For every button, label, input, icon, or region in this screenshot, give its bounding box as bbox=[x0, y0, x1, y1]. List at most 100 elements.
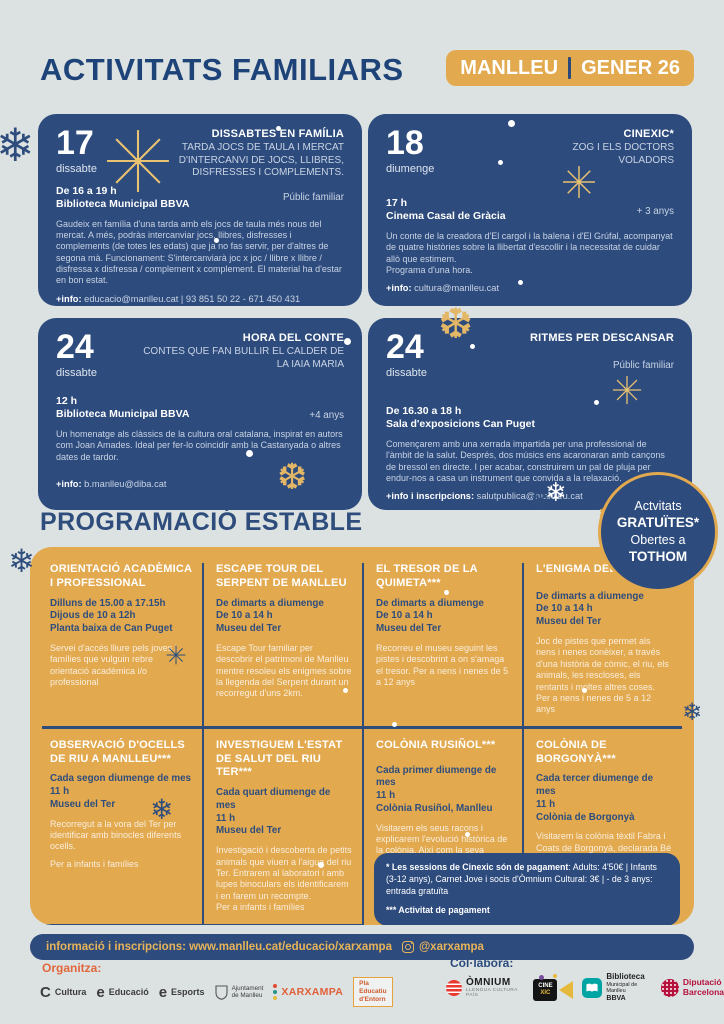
event-card-hora-del-conte: +4 anys 24 dissabte HORA DEL CONTE CONTE… bbox=[38, 318, 362, 510]
projector-beam-icon bbox=[559, 980, 574, 999]
event-contact: b.manlleu@diba.cat bbox=[84, 478, 167, 489]
program-item-title: OBSERVACIÓ D'OCELLS DE RIU A MANLLEU*** bbox=[50, 738, 185, 765]
note-cinexic: * Les sessions de Cinexic són de pagamen… bbox=[386, 862, 657, 896]
event-description: Gaudeix en família d'una tarda amb els j… bbox=[56, 218, 342, 286]
xarxampa-figures-icon bbox=[273, 984, 278, 1001]
program-item: ORIENTACIÓ ACADÈMICA I PROFESSIONAL Dill… bbox=[42, 563, 202, 729]
logo-educacio: e Educació bbox=[96, 983, 149, 1001]
event-weekday: diumenge bbox=[386, 162, 435, 175]
esports-icon: e bbox=[158, 983, 168, 1001]
educacio-icon: e bbox=[96, 983, 105, 1001]
instagram-handle: @xarxampa bbox=[418, 941, 484, 953]
event-subtitle: CONTES QUE FAN BULLIR EL CALDER DE LA IA… bbox=[143, 346, 344, 370]
event-audience: Públic familiar bbox=[283, 192, 344, 203]
edition-badge: MANLLEU GENER 26 bbox=[446, 50, 694, 86]
event-day: 24 bbox=[386, 328, 424, 366]
program-item-schedule: Cada tercer diumenge de mes 11 h Colònia d… bbox=[536, 773, 654, 823]
logo-xarxampa: XARXAMPA bbox=[273, 984, 343, 1001]
program-panel: ORIENTACIÓ ACADÈMICA I PROFESSIONAL Dill… bbox=[30, 547, 694, 925]
logo-biblioteca: Biblioteca Municipal de Manlleu BBVA bbox=[582, 972, 651, 1003]
program-item-description: Recorregut a la vora del Ter per identif… bbox=[50, 818, 182, 852]
event-time: De 16.30 a 18 h bbox=[386, 404, 462, 417]
event-date: 18 diumenge bbox=[386, 126, 435, 175]
event-description: Un conte de la creadora d'El cargol i la… bbox=[386, 230, 673, 264]
badge-edition: GENER 26 bbox=[581, 56, 680, 79]
logo-diputacio-barcelona: Diputació Barcelona bbox=[660, 977, 724, 998]
event-time: De 16 a 19 h bbox=[56, 184, 117, 197]
badge-line: Obertes a bbox=[630, 533, 686, 547]
program-item: INVESTIGUEM L'ESTAT DE SALUT DEL RIU TER… bbox=[202, 728, 362, 925]
info-bar: informació i inscripcions: www.manlleu.c… bbox=[30, 934, 694, 960]
event-info-label: +info: bbox=[386, 283, 412, 294]
program-item: L'ENIGMA DEL TER De dimarts a diumenge De… bbox=[522, 563, 682, 729]
event-title: CINEXIC* bbox=[623, 128, 674, 140]
note-payment: *** Activitat de pagament bbox=[386, 904, 490, 915]
event-date: 24 dissabte bbox=[56, 328, 97, 379]
event-place: Biblioteca Municipal BBVA bbox=[56, 408, 190, 421]
event-info-label: +info: bbox=[56, 478, 82, 489]
event-info: +info: educacio@manlleu.cat | 93 851 50 … bbox=[56, 294, 344, 304]
program-item: ESCAPE TOUR DEL SERPENT DE MANLLEU De di… bbox=[202, 563, 362, 729]
event-contact: cultura@manlleu.cat bbox=[414, 283, 500, 294]
program-item: OBSERVACIÓ D'OCELLS DE RIU A MANLLEU*** … bbox=[42, 729, 202, 925]
logo-esports: e Esports bbox=[158, 983, 205, 1001]
event-info: +info: cultura@manlleu.cat bbox=[386, 283, 674, 293]
event-weekday: dissabte bbox=[386, 366, 427, 379]
event-weekday: dissabte bbox=[56, 162, 97, 175]
program-item-title: EL TRESOR DE LA QUIMETA*** bbox=[376, 563, 478, 589]
program-item-title: ESCAPE TOUR DEL SERPENT DE MANLLEU bbox=[216, 563, 347, 589]
program-item-description: Escape Tour familiar per descobrir el pa… bbox=[216, 642, 352, 699]
program-item-schedule: De dimarts a diumenge De 10 a 14 h Museu d… bbox=[536, 590, 644, 628]
program-item-audience: Per a infants i famílies bbox=[216, 902, 305, 913]
event-day: 17 bbox=[56, 124, 94, 162]
event-contact: salutpublica@manlleu.cat bbox=[476, 491, 583, 502]
program-item-schedule: Cada segon diumenge de mes 11 h Museu del … bbox=[50, 773, 192, 810]
event-audience: Públic familiar bbox=[613, 360, 674, 371]
program-item-audience: Per a infants i famílies bbox=[50, 858, 139, 869]
open-book-icon bbox=[582, 977, 603, 998]
diputacio-icon bbox=[660, 978, 679, 997]
program-item-audience: Per a nens i nenes de 5 a 12 anys bbox=[536, 693, 652, 715]
event-time: 17 h bbox=[386, 196, 408, 209]
program-item-title: COLÒNIA RUSIÑOL*** bbox=[376, 738, 496, 751]
payment-notes: * Les sessions de Cinexic són de pagamen… bbox=[374, 853, 680, 925]
event-info: +info: b.manlleu@diba.cat bbox=[56, 479, 344, 489]
event-subtitle: TARDA JOCS DE TAULA I MERCAT D'INTERCANV… bbox=[178, 142, 344, 178]
cinexic-dot-icon bbox=[539, 974, 545, 980]
event-date: 17 dissabte bbox=[56, 124, 97, 180]
organizer-logos: C Cultura e Educació e Esports Ajuntamen… bbox=[40, 977, 393, 1008]
event-time: 12 h bbox=[56, 394, 78, 407]
badge-city: MANLLEU bbox=[460, 56, 559, 79]
badge-divider bbox=[568, 57, 572, 79]
organitza-label: Organitza: bbox=[42, 961, 102, 975]
page-title: ACTIVITATS FAMILIARS bbox=[40, 52, 404, 87]
omnium-icon bbox=[446, 979, 462, 996]
event-contact: educacio@manlleu.cat | 93 851 50 22 - 67… bbox=[84, 293, 301, 304]
event-weekday: dissabte bbox=[56, 366, 97, 379]
event-audience: + 3 anys bbox=[636, 206, 674, 217]
collaborator-logos: ÒMNIUM LLENGUA CULTURA PAÍS CINE XIC Bib… bbox=[446, 972, 724, 1003]
program-item-title: ORIENTACIÓ ACADÈMICA I PROFESSIONAL bbox=[50, 563, 192, 589]
program-item-schedule: De dimarts a diumenge De 10 a 14 h Museu d… bbox=[376, 597, 484, 634]
event-place: Cinema Casal de Gràcia bbox=[386, 210, 506, 223]
event-description: Un homenatge als clàssics de la cultura … bbox=[56, 428, 343, 462]
logo-cultura: C Cultura bbox=[40, 983, 87, 1001]
program-item-schedule: Dilluns de 15.00 a 17.15h Dijous de 10 a … bbox=[50, 597, 173, 634]
program-item-description: Investigació i descoberta de petits anim… bbox=[216, 845, 352, 901]
shield-icon bbox=[215, 985, 228, 1000]
event-info-label: +info i inscripcions: bbox=[386, 491, 475, 502]
event-description: Començarem amb una xerrada impartida per… bbox=[386, 438, 665, 483]
event-place: Biblioteca Municipal BBVA bbox=[56, 198, 190, 211]
event-place: Sala d'exposicions Can Puget bbox=[386, 418, 535, 431]
program-heading: PROGRAMACIÓ ESTABLE bbox=[40, 508, 363, 536]
event-card-cinexic: + 3 anys 18 diumenge CINEXIC* ZOG I ELS … bbox=[368, 114, 692, 306]
program-item: EL TRESOR DE LA QUIMETA*** De dimarts a … bbox=[362, 563, 522, 729]
event-day: 24 bbox=[56, 328, 94, 366]
event-info-label: +info: bbox=[56, 293, 82, 304]
event-description-2: Programa d'una hora. bbox=[386, 264, 473, 275]
logo-ajuntament-manlleu: Ajuntament de Manlleu bbox=[215, 985, 263, 1000]
event-subtitle: ZOG I ELS DOCTORS VOLADORS bbox=[572, 142, 675, 166]
badge-line: GRATUÏTES* bbox=[616, 515, 700, 531]
event-card-dissabtes-en-familia: Públic familiar 17 dissabte DISSABTES EN… bbox=[38, 114, 362, 306]
